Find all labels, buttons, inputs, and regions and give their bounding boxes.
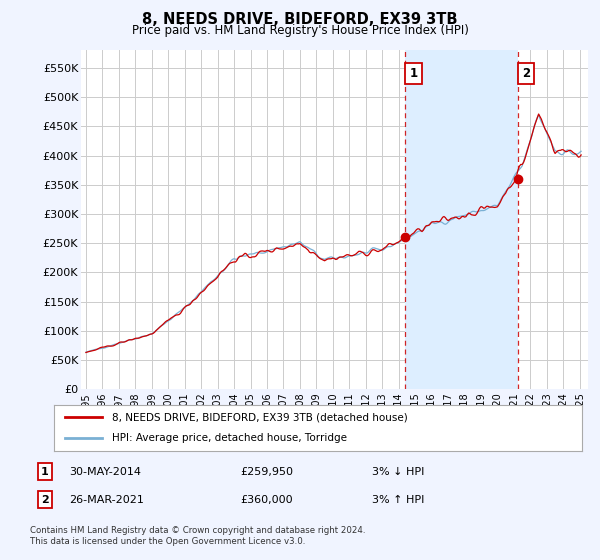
Text: 2: 2 bbox=[41, 494, 49, 505]
Bar bbox=[406, 50, 518, 389]
Text: 3% ↑ HPI: 3% ↑ HPI bbox=[372, 494, 424, 505]
Text: 1: 1 bbox=[41, 466, 49, 477]
Text: 8, NEEDS DRIVE, BIDEFORD, EX39 3TB: 8, NEEDS DRIVE, BIDEFORD, EX39 3TB bbox=[142, 12, 458, 27]
Text: Contains HM Land Registry data © Crown copyright and database right 2024.
This d: Contains HM Land Registry data © Crown c… bbox=[30, 526, 365, 546]
Text: £360,000: £360,000 bbox=[240, 494, 293, 505]
Text: 8, NEEDS DRIVE, BIDEFORD, EX39 3TB (detached house): 8, NEEDS DRIVE, BIDEFORD, EX39 3TB (deta… bbox=[112, 412, 408, 422]
Text: 30-MAY-2014: 30-MAY-2014 bbox=[69, 466, 141, 477]
Text: HPI: Average price, detached house, Torridge: HPI: Average price, detached house, Torr… bbox=[112, 433, 347, 444]
Text: £259,950: £259,950 bbox=[240, 466, 293, 477]
Text: 2: 2 bbox=[522, 67, 530, 80]
Text: 1: 1 bbox=[410, 67, 418, 80]
Text: 26-MAR-2021: 26-MAR-2021 bbox=[69, 494, 144, 505]
Text: Price paid vs. HM Land Registry's House Price Index (HPI): Price paid vs. HM Land Registry's House … bbox=[131, 24, 469, 36]
Text: 3% ↓ HPI: 3% ↓ HPI bbox=[372, 466, 424, 477]
